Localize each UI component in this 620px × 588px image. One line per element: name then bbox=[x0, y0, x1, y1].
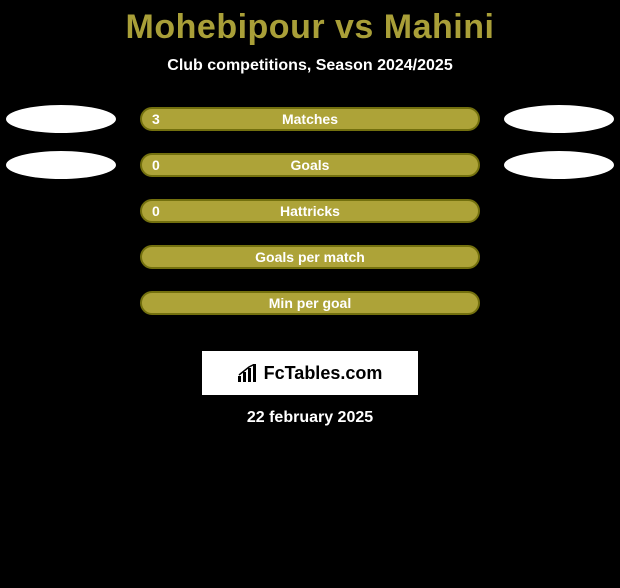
stat-label: Min per goal bbox=[269, 295, 351, 311]
bar-chart-icon bbox=[238, 364, 260, 382]
stat-label: Hattricks bbox=[280, 203, 340, 219]
stat-row: 0 Goals bbox=[0, 149, 620, 195]
stat-label: Goals per match bbox=[255, 249, 365, 265]
stat-bar: Min per goal bbox=[140, 291, 480, 315]
logo-box: FcTables.com bbox=[202, 351, 418, 395]
stat-value: 0 bbox=[152, 203, 160, 219]
stat-rows: 3 Matches 0 Goals 0 Hattricks Goals per … bbox=[0, 103, 620, 333]
stat-bar: 0 Goals bbox=[140, 153, 480, 177]
left-ellipse bbox=[6, 105, 116, 133]
right-ellipse bbox=[504, 151, 614, 179]
logo-label: FcTables.com bbox=[264, 363, 383, 384]
stat-bar: 0 Hattricks bbox=[140, 199, 480, 223]
date-label: 22 february 2025 bbox=[0, 409, 620, 427]
right-ellipse bbox=[504, 105, 614, 133]
stat-bar: 3 Matches bbox=[140, 107, 480, 131]
stat-row: 3 Matches bbox=[0, 103, 620, 149]
stat-label: Matches bbox=[282, 111, 338, 127]
stat-row: Min per goal bbox=[0, 287, 620, 333]
stat-label: Goals bbox=[291, 157, 330, 173]
stat-bar: Goals per match bbox=[140, 245, 480, 269]
stat-row: Goals per match bbox=[0, 241, 620, 287]
subtitle: Club competitions, Season 2024/2025 bbox=[0, 57, 620, 75]
logo: FcTables.com bbox=[238, 363, 383, 384]
stat-value: 3 bbox=[152, 111, 160, 127]
page-title: Mohebipour vs Mahini bbox=[0, 8, 620, 47]
stat-row: 0 Hattricks bbox=[0, 195, 620, 241]
left-ellipse bbox=[6, 151, 116, 179]
stat-value: 0 bbox=[152, 157, 160, 173]
